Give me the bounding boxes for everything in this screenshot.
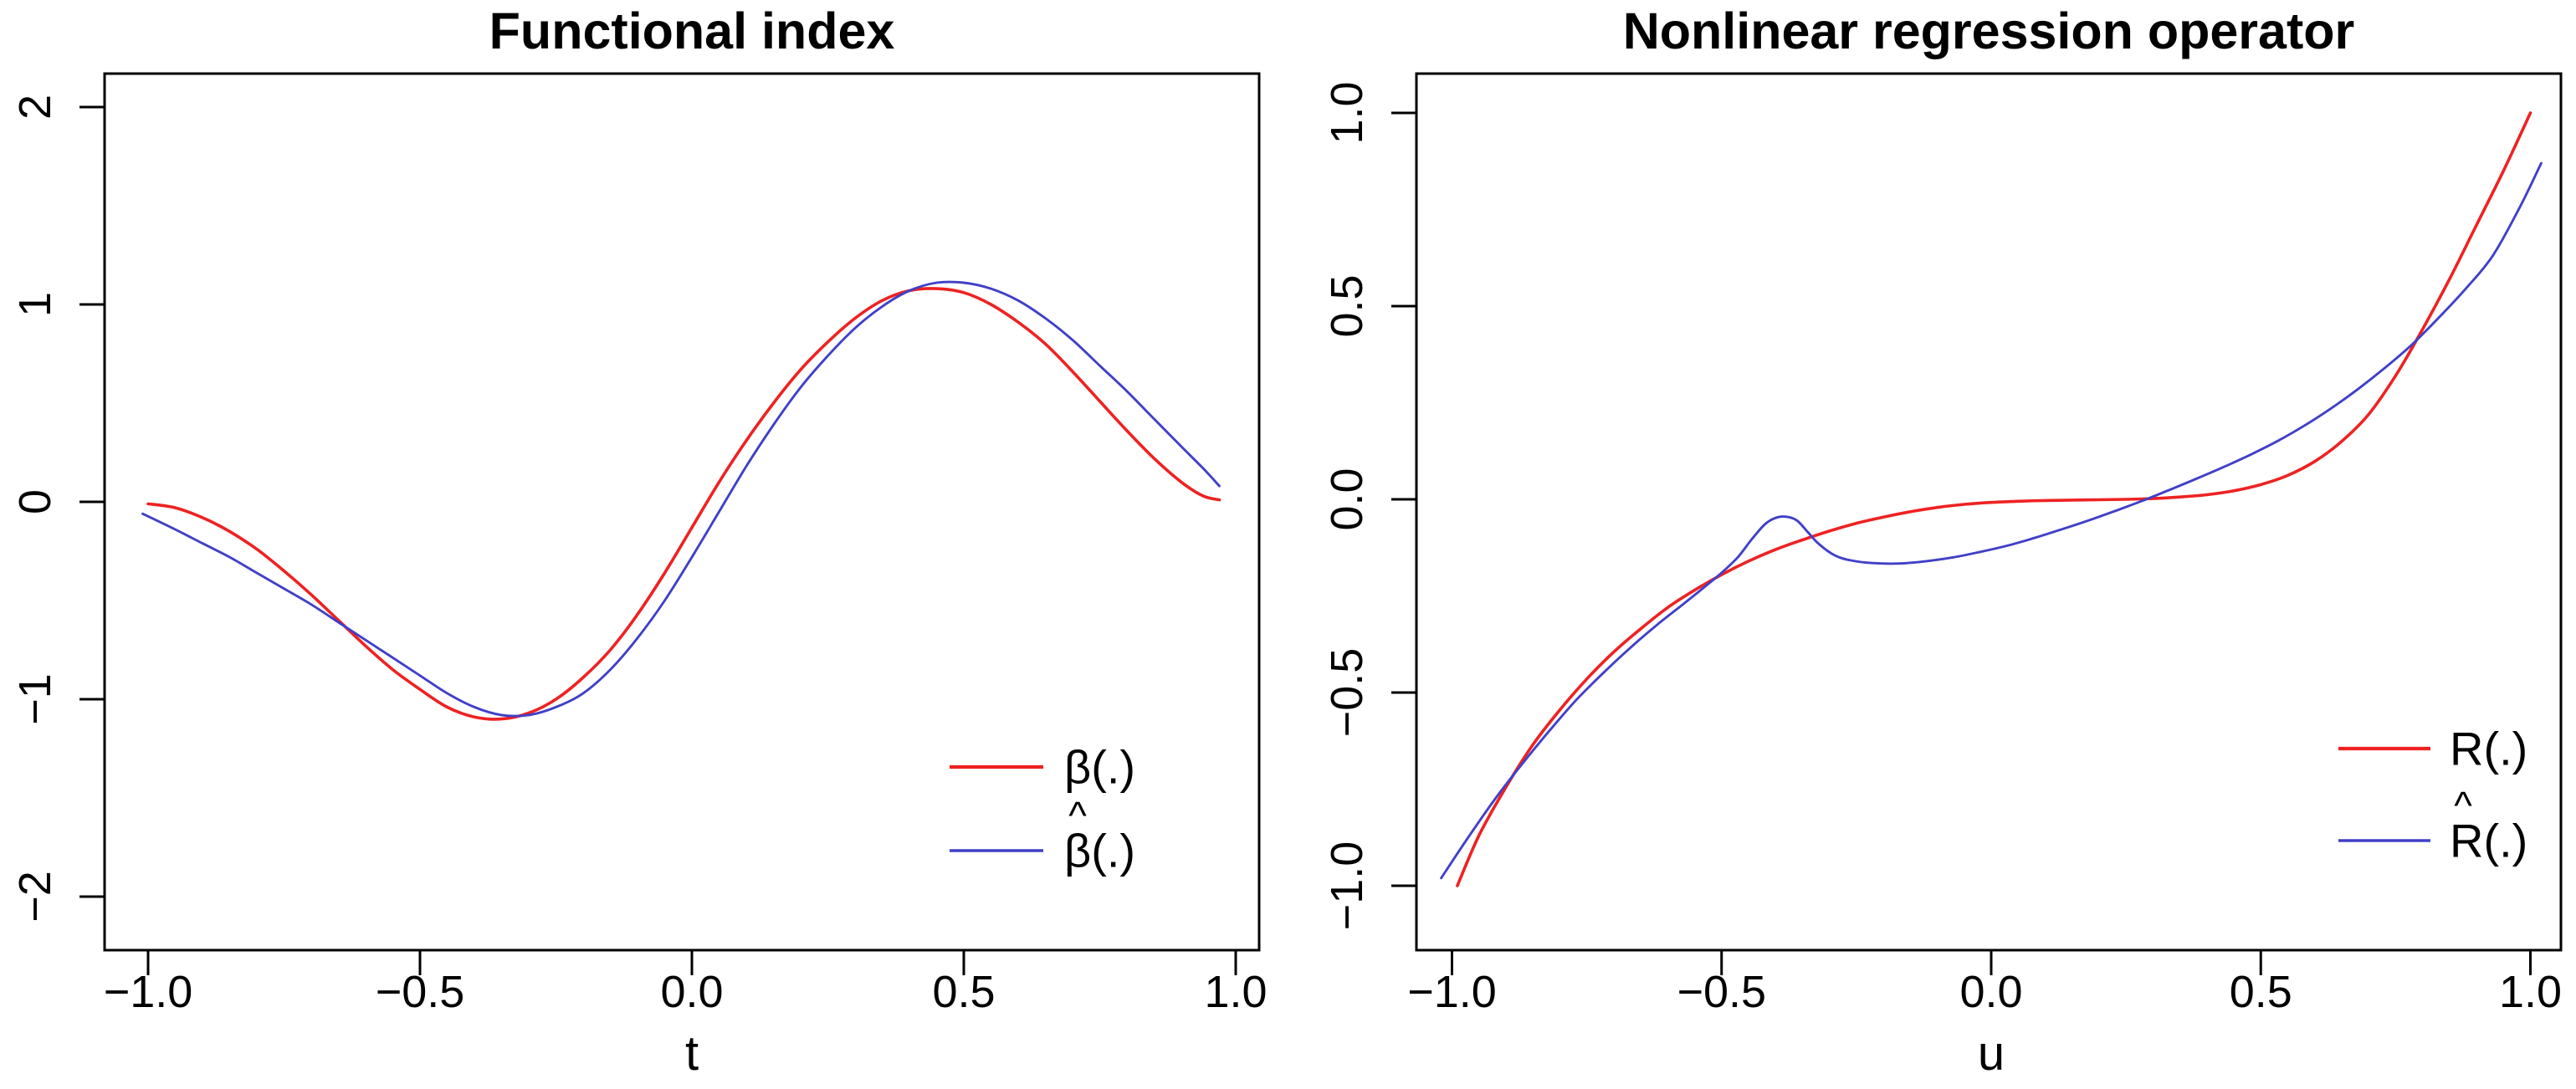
series-line-beta-estimate [141, 280, 1221, 718]
y-tick-label: 0.0 [1322, 468, 1372, 530]
legend-hat-accent: ^ [1068, 794, 1087, 837]
x-tick-label: −1.0 [1407, 967, 1497, 1017]
plot-box [103, 72, 1261, 952]
x-tick-label: 0.0 [1959, 967, 2022, 1017]
x-tick-label: −1.0 [104, 967, 193, 1017]
y-tick-label: 1 [10, 292, 60, 317]
legend-label: R(.) [2450, 815, 2527, 867]
x-tick-label: 0.5 [932, 967, 995, 1017]
x-tick-label: 1.0 [2499, 967, 2562, 1017]
y-tick-label: −1 [10, 673, 60, 725]
legend-label: β(.) [1064, 741, 1135, 794]
x-axis-name-t: t [684, 1026, 699, 1081]
y-tick-label: 1.0 [1322, 81, 1372, 144]
x-axis-name-u: u [1977, 1026, 2005, 1081]
legend-label: R(.) [2450, 723, 2527, 775]
panel-functional-index: −1.0 −0.5 0.0 0.5 1.0 −2 −1 0 1 2 β(.) β(.)^ [10, 72, 1268, 1017]
x-tick-label: −0.5 [1677, 967, 1766, 1017]
x-tick-label: −0.5 [376, 967, 465, 1017]
curves-group [141, 280, 1221, 721]
series-line-R-true [1456, 111, 2532, 887]
series-line-R-estimate [1440, 161, 2543, 880]
x-tick-label: 0.5 [2230, 967, 2292, 1017]
series-line-beta-true [146, 287, 1221, 721]
y-tick-label: 0 [10, 489, 60, 514]
panel-nonlinear-regression: −1.0 −0.5 0.0 0.5 1.0 −1.0 −0.5 0.0 0.5 1.0 R(.) R(… [1322, 72, 2563, 1017]
y-tick-label: 0.5 [1322, 274, 1372, 337]
y-tick-label: −2 [10, 871, 60, 923]
y-tick-label: −0.5 [1322, 648, 1372, 738]
x-tick-label: 1.0 [1204, 967, 1267, 1017]
legend-label: β(.) [1064, 825, 1135, 877]
x-tick-label: 0.0 [660, 967, 723, 1017]
y-tick-label: 2 [10, 95, 60, 120]
panel-title-functional-index: Functional index [489, 3, 895, 59]
panel-title-nonlinear-regression: Nonlinear regression operator [1622, 3, 2355, 59]
curves-group [1440, 111, 2543, 887]
y-tick-label: −1.0 [1322, 841, 1372, 931]
plot-box [1415, 72, 2563, 952]
legend-hat-accent: ^ [2454, 784, 2472, 827]
